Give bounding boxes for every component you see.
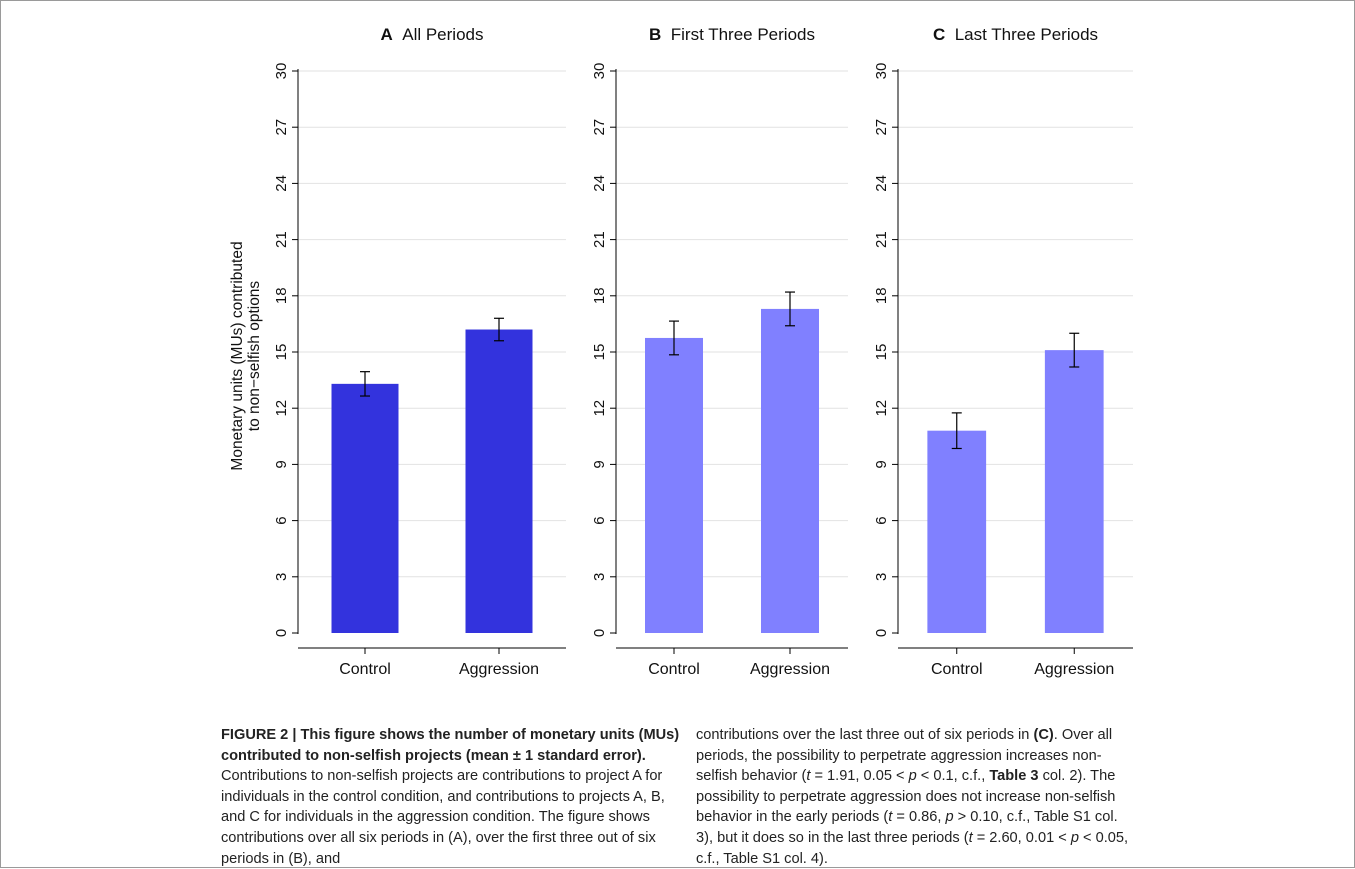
y-tick-label: 27 — [273, 119, 290, 136]
caption-right-run: < 0.1, c.f., — [916, 768, 990, 785]
caption-right-run: t — [888, 809, 893, 826]
y-tick-label: 24 — [873, 175, 890, 192]
y-tick-label: 12 — [873, 400, 890, 417]
y-tick-label: 18 — [873, 287, 890, 304]
caption-left: FIGURE 2 | This figure shows the number … — [221, 725, 691, 869]
y-tick-label: 24 — [273, 175, 290, 192]
panel-title: B First Three Periods — [649, 25, 815, 44]
y-tick-label: 21 — [273, 231, 290, 248]
y-axis-label: Monetary units (MUs) contributed — [229, 241, 246, 470]
caption-right-run: = 2.60, 0.01 < — [972, 829, 1071, 846]
y-tick-label: 12 — [591, 400, 608, 417]
y-tick-label: 27 — [873, 119, 890, 136]
y-tick-label: 30 — [591, 63, 608, 80]
caption-right-run: = 1.91, 0.05 < — [810, 768, 909, 785]
caption-right-run: = 0.86, — [892, 809, 946, 826]
y-tick-label: 0 — [873, 629, 890, 637]
y-tick-label: 15 — [873, 344, 890, 361]
y-tick-label: 18 — [591, 287, 608, 304]
y-tick-label: 21 — [873, 231, 890, 248]
bar — [761, 308, 819, 633]
y-tick-label: 15 — [273, 344, 290, 361]
caption-right-run: p — [908, 768, 917, 785]
bar — [465, 329, 533, 633]
caption-right-run: p — [945, 809, 954, 826]
caption-right-run: Table 3 — [989, 768, 1039, 785]
caption-right-run: (C) — [1033, 727, 1054, 743]
y-tick-label: 21 — [591, 231, 608, 248]
bar — [645, 337, 703, 633]
y-tick-label: 9 — [591, 460, 608, 468]
y-tick-label: 0 — [273, 629, 290, 637]
y-tick-label: 6 — [591, 516, 608, 524]
x-tick-label: Control — [931, 661, 983, 678]
y-tick-label: 3 — [591, 573, 608, 581]
caption-left-body: Contributions to non-selfish projects ar… — [221, 768, 665, 867]
y-tick-label: 30 — [273, 63, 290, 80]
caption-right-run: > 0.10, c.f., Table S1 col. 3), but it d… — [696, 809, 1118, 846]
y-tick-label: 3 — [273, 573, 290, 581]
caption-right-run: < 0.05, c.f., Table S1 col. 4). — [696, 829, 1129, 867]
y-tick-label: 0 — [591, 629, 608, 637]
caption-right-run: p — [1070, 829, 1079, 846]
x-tick-label: Aggression — [1034, 661, 1114, 678]
panel-title: C Last Three Periods — [933, 25, 1098, 44]
y-tick-label: 9 — [273, 460, 290, 468]
caption-right-run: . Over all periods, the possibility to p… — [696, 727, 1113, 785]
y-tick-label: 18 — [273, 287, 290, 304]
x-tick-label: Aggression — [750, 661, 830, 678]
caption-title: FIGURE 2 | This figure shows the number … — [221, 727, 680, 764]
bar — [927, 430, 987, 633]
x-tick-label: Control — [339, 661, 391, 678]
panel-title: A All Periods — [381, 25, 484, 44]
y-tick-label: 27 — [591, 119, 608, 136]
caption-right-run: t — [806, 768, 811, 785]
caption-right-run: contributions over the last three out of… — [696, 727, 1034, 743]
y-tick-label: 6 — [273, 516, 290, 524]
bar — [1044, 350, 1104, 633]
y-tick-label: 9 — [873, 460, 890, 468]
x-tick-label: Aggression — [459, 661, 539, 678]
y-axis-label: to non−selfish options — [246, 281, 263, 432]
y-tick-label: 6 — [873, 516, 890, 524]
y-tick-label: 24 — [591, 175, 608, 192]
caption-right-run: col. 2). The possibility to perpetrate a… — [696, 768, 1116, 826]
y-tick-label: 15 — [591, 344, 608, 361]
bar — [331, 383, 399, 633]
y-tick-label: 30 — [873, 63, 890, 80]
y-tick-label: 3 — [873, 573, 890, 581]
caption-right-run: t — [968, 829, 973, 846]
y-tick-label: 12 — [273, 400, 290, 417]
x-tick-label: Control — [648, 661, 700, 678]
caption-right: contributions over the last three out of… — [696, 725, 1136, 869]
